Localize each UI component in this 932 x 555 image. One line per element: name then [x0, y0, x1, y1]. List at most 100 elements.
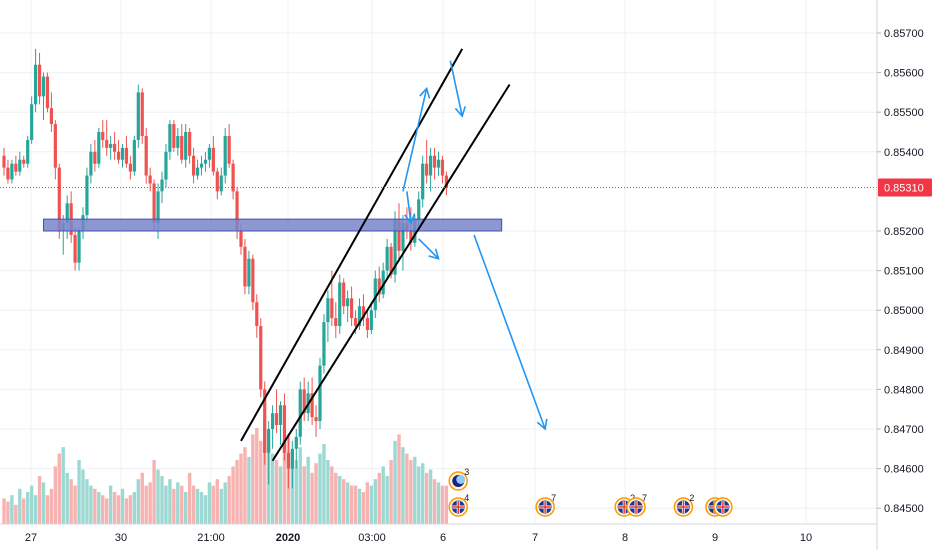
- event-icons[interactable]: 347272: [448, 467, 733, 517]
- volume-bar: [160, 476, 164, 524]
- volume-bar: [282, 440, 287, 524]
- candle-body: [57, 167, 61, 231]
- time-tick-label: 8: [622, 532, 628, 544]
- volume-bar: [148, 482, 152, 524]
- candle-body: [207, 147, 211, 160]
- volume-bar: [18, 488, 22, 524]
- candle-body: [168, 124, 172, 152]
- candle-body: [357, 306, 362, 327]
- candle-body: [338, 282, 342, 327]
- candle-body: [136, 92, 140, 140]
- candle-body: [247, 258, 251, 287]
- time-tick-label: 03:00: [358, 532, 386, 544]
- candle-body: [397, 219, 401, 251]
- volume-bar: [191, 485, 196, 524]
- volume-bar: [365, 482, 370, 524]
- volume-bar: [73, 485, 77, 524]
- candle-body: [350, 298, 354, 319]
- axes: [0, 0, 878, 550]
- event-count: 7: [551, 493, 556, 503]
- time-tick-label: 6: [440, 532, 446, 544]
- candle-body: [93, 151, 97, 164]
- volume-bar: [322, 444, 326, 524]
- candle-body: [440, 159, 445, 176]
- trend-channel[interactable]: [240, 48, 511, 462]
- volume-bar: [10, 495, 14, 524]
- candle-body: [322, 322, 326, 366]
- volume-bar: [385, 476, 389, 524]
- candle-body: [188, 132, 192, 156]
- volume-bar: [49, 488, 54, 524]
- candle-body: [37, 64, 42, 97]
- candle-body: [278, 405, 283, 426]
- volume-bar: [128, 495, 133, 524]
- volume-bar: [393, 440, 397, 524]
- price-tick-label: 0.84900: [884, 345, 924, 357]
- volume-bar: [440, 485, 445, 524]
- candle-body: [97, 132, 101, 164]
- candle-body: [239, 231, 243, 247]
- volume-bar: [61, 447, 65, 524]
- volume-bar: [270, 453, 275, 524]
- volume-bar: [369, 485, 374, 524]
- arrow: [402, 86, 431, 192]
- support-zone[interactable]: [43, 218, 503, 232]
- volume-bar: [428, 469, 433, 524]
- candle-body: [409, 231, 413, 243]
- candle-body: [263, 389, 267, 453]
- time-tick-label: 9: [712, 532, 718, 544]
- candle-body: [290, 448, 294, 469]
- volume-bar: [342, 479, 346, 524]
- volume-bar: [255, 428, 259, 524]
- volume-bar: [314, 463, 318, 524]
- volume-bar: [180, 485, 184, 524]
- candle-body: [318, 365, 322, 422]
- volume-bar: [436, 482, 441, 524]
- arrow: [449, 60, 466, 118]
- channel-line: [271, 83, 511, 462]
- candle-body: [326, 298, 330, 323]
- time-tick-label: 21:00: [197, 532, 225, 544]
- price-tick-label: 0.85500: [884, 107, 924, 119]
- price-tick-label: 0.84600: [884, 464, 924, 476]
- volume-bar: [227, 476, 231, 524]
- volume-bar: [81, 469, 85, 524]
- candle-body: [172, 124, 176, 148]
- price-tick-label: 0.85000: [884, 305, 924, 317]
- candle-body: [271, 413, 275, 429]
- volume-bar: [361, 492, 366, 524]
- current-price-badge: 0.85310: [878, 178, 932, 197]
- event-count: 2: [689, 493, 694, 503]
- candle-body: [342, 282, 346, 307]
- candle-body: [49, 108, 53, 125]
- moon-event-icon: 3: [448, 467, 469, 491]
- volume-bar: [211, 485, 216, 524]
- volume-bar: [69, 479, 73, 524]
- volume-bar: [57, 453, 61, 524]
- price-axis[interactable]: 0.85700 0.85600 0.85500 0.85400 0.85200 0.851…: [877, 28, 924, 515]
- volume-bar: [93, 488, 97, 524]
- time-axis[interactable]: 27 30 21:00 2020 03:00 6 7 8 9 10: [25, 532, 812, 544]
- candle-body: [251, 258, 255, 303]
- candle-body: [116, 151, 121, 160]
- volume-bar: [85, 479, 89, 524]
- volume-bar: [413, 456, 417, 524]
- candle-body: [30, 104, 34, 140]
- volume-bar: [132, 492, 137, 524]
- volume-bar: [334, 472, 338, 524]
- candle-body: [77, 231, 81, 263]
- candle-body: [444, 175, 448, 188]
- candle-body: [120, 147, 125, 160]
- candle-body: [215, 171, 219, 192]
- volume-bar: [22, 498, 26, 524]
- arrow-annotations[interactable]: [402, 60, 548, 431]
- candle-body: [10, 163, 14, 180]
- volume-bar: [417, 466, 421, 524]
- moon-crescent: [456, 475, 466, 484]
- uk-flag-event-icon: 4: [448, 493, 469, 517]
- volume-bar: [168, 479, 172, 524]
- candle-body: [365, 318, 369, 330]
- event-count: 3: [464, 467, 469, 477]
- volume-bar: [421, 463, 425, 524]
